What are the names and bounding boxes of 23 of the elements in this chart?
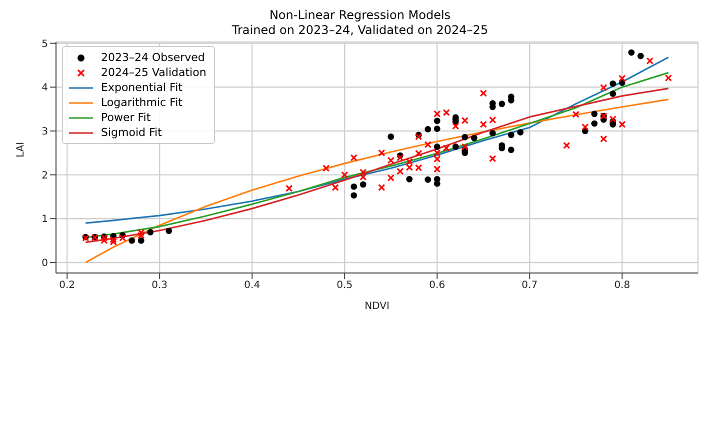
y-tick-label: 1 xyxy=(42,214,48,226)
y-tick-label: 3 xyxy=(42,126,48,138)
legend-label: Exponential Fit xyxy=(101,81,182,94)
y-tick-label: 2 xyxy=(42,170,48,182)
chart-subtitle: Trained on 2023–24, Validated on 2024–25 xyxy=(230,23,490,38)
legend-label: Sigmoid Fit xyxy=(101,126,162,139)
x-tick-label: 0.2 xyxy=(59,280,76,292)
x-tick-label: 0.7 xyxy=(522,280,538,292)
chart-title: Non-Linear Regression Models xyxy=(268,8,452,23)
x-tick-label: 0.8 xyxy=(614,280,630,292)
y-axis-title: LAI xyxy=(16,142,27,158)
y-tick-label: 4 xyxy=(42,82,48,94)
y-tick-label: 0 xyxy=(42,258,48,270)
x-tick-label: 0.3 xyxy=(152,280,168,292)
legend-label: Power Fit xyxy=(101,111,151,124)
x-axis-title: NDVI xyxy=(364,301,390,312)
legend-label: Logarithmic Fit xyxy=(101,96,182,109)
legend-label: 2023–24 Observed xyxy=(101,51,205,64)
x-tick-label: 0.5 xyxy=(336,280,353,292)
x-tick-label: 0.6 xyxy=(429,280,446,292)
x-tick-label: 0.4 xyxy=(244,280,260,292)
legend-label: 2024–25 Validation xyxy=(101,66,206,79)
y-tick-label: 5 xyxy=(42,38,48,50)
